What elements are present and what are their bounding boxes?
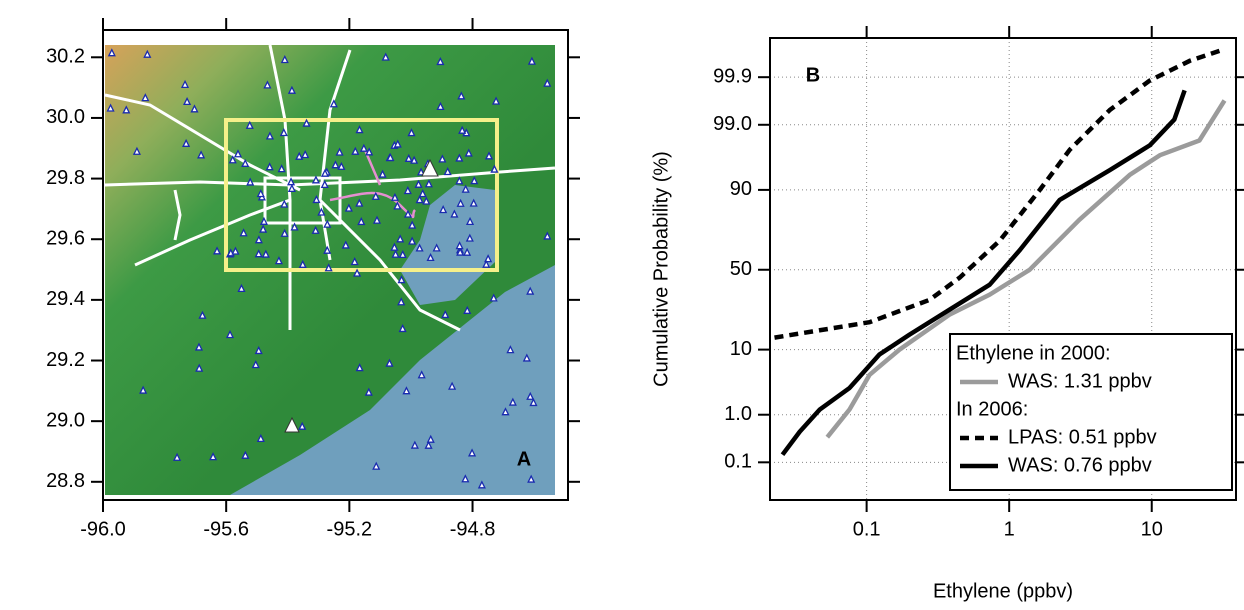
x-tick-label: 0.1 (853, 518, 881, 540)
x-tick-label: -95.6 (203, 518, 249, 540)
y-tick-label: 29.4 (46, 288, 85, 310)
y-tick-label: 1.0 (724, 403, 752, 425)
x-tick-label: -96.0 (80, 518, 126, 540)
legend-label: WAS: 0.76 ppbv (1008, 454, 1152, 476)
series-line (775, 49, 1225, 337)
y-tick-label: 50 (730, 258, 752, 280)
x-tick-label: 10 (1141, 518, 1163, 540)
legend-label: WAS: 1.31 ppbv (1008, 370, 1152, 392)
x-tick-label: 1 (1004, 518, 1015, 540)
y-tick-label: 99.9 (713, 65, 752, 87)
figure: -96.0 -95.6 -95.2 -94.8 28.8 29.0 29.2 29.4 29.6… (0, 0, 1244, 610)
y-tick-label: 30.2 (46, 46, 85, 68)
map-image (105, 45, 555, 495)
x-tick-label: -95.2 (327, 518, 373, 540)
legend-title: In 2006: (956, 398, 1028, 420)
legend-label: LPAS: 0.51 ppbv (1008, 426, 1157, 448)
y-tick-label: 90 (730, 178, 752, 200)
y-axis-label: Cumulative Probability (%) (650, 151, 672, 387)
legend-title: Ethylene in 2000: (956, 342, 1111, 364)
y-tick-label: 10 (730, 338, 752, 360)
y-tick-label: 99.0 (713, 113, 752, 135)
y-tick-label: 29.2 (46, 349, 85, 371)
y-tick-label: 29.8 (46, 167, 85, 189)
y-tick-label: 28.8 (46, 470, 85, 492)
y-tick-label: 29.0 (46, 409, 85, 431)
x-axis-label: Ethylene (ppbv) (933, 580, 1073, 602)
y-tick-label: 29.6 (46, 228, 85, 250)
y-tick-label: 30.0 (46, 106, 85, 128)
x-tick-label: -94.8 (450, 518, 496, 540)
panel-label: B (806, 64, 820, 86)
panel-label: A (517, 448, 531, 470)
y-tick-label: 0.1 (724, 451, 752, 473)
page: -96.0 -95.6 -95.2 -94.8 28.8 29.0 29.2 29.4 29.6… (0, 0, 1244, 610)
